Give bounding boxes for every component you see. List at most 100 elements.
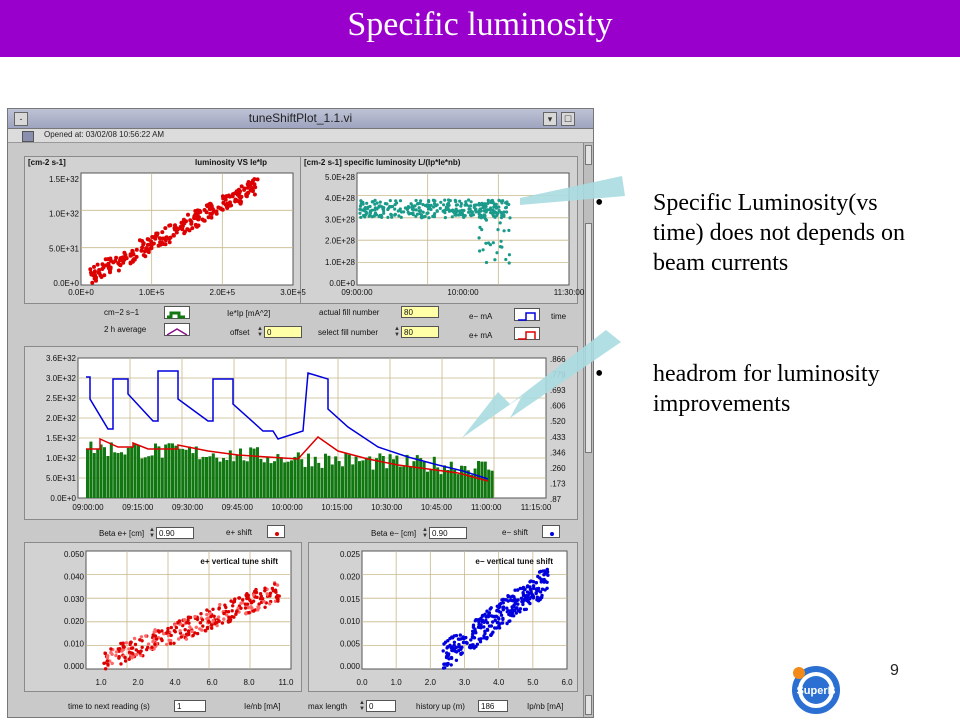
timeline-bar bbox=[286, 461, 290, 498]
beta-e-plus-field[interactable]: 0.90 bbox=[156, 527, 194, 539]
tune-e-minus-point bbox=[529, 588, 533, 593]
tune-e-minus-point bbox=[526, 595, 530, 599]
select-fill-spinner[interactable]: ▲ ▼ bbox=[394, 326, 400, 338]
spec-lum-point bbox=[488, 243, 492, 247]
timeline-x-tick: 10:00:00 bbox=[272, 503, 304, 512]
timeline-bar bbox=[378, 453, 382, 498]
tune-e-minus-point bbox=[509, 598, 513, 602]
spec-lum-point bbox=[497, 205, 501, 209]
spec-lum-point bbox=[407, 205, 411, 210]
time-to-next-field[interactable]: 1 bbox=[174, 700, 206, 712]
timeline-bar bbox=[361, 460, 365, 498]
tune-e-plus-point bbox=[209, 614, 213, 619]
tune-e-plus-point bbox=[166, 626, 170, 631]
timeline-bar bbox=[463, 466, 467, 498]
e-minus-legend-swatch[interactable] bbox=[514, 308, 540, 321]
lum-point bbox=[149, 239, 153, 244]
spec-lum-point bbox=[484, 218, 488, 222]
offset-spinner[interactable]: ▲ ▼ bbox=[257, 326, 263, 338]
max-length-field[interactable]: 0 bbox=[366, 700, 396, 712]
spec-lum-point bbox=[499, 211, 504, 215]
window-title-bar[interactable]: - tuneShiftPlot_1.1.vi ▾ ☐ bbox=[8, 109, 593, 129]
history-field[interactable]: 186 bbox=[478, 700, 508, 712]
timeline-bar bbox=[283, 462, 287, 498]
tune-e-minus-point bbox=[518, 607, 523, 611]
spec-lum-point bbox=[469, 200, 473, 204]
spec-lum-point bbox=[419, 199, 423, 203]
spec-lum-point bbox=[453, 198, 457, 202]
tune-e-plus-point bbox=[198, 627, 202, 631]
arrow-to-spec-lum-icon bbox=[520, 176, 625, 205]
timeline-bar bbox=[307, 453, 310, 498]
tune-e-minus-point bbox=[454, 658, 459, 662]
max-length-spinner[interactable]: ▲ ▼ bbox=[359, 700, 365, 712]
tune-e-minus-point bbox=[483, 631, 487, 636]
lum-point bbox=[246, 190, 251, 195]
spec-lum-point bbox=[380, 215, 384, 219]
tune-e-plus-point bbox=[235, 609, 239, 613]
lum-point bbox=[236, 192, 241, 197]
select-fill-field[interactable]: 80 bbox=[401, 326, 439, 338]
spec-lum-point bbox=[468, 207, 472, 211]
spec-lum-point bbox=[489, 211, 493, 215]
actual-fill-field[interactable]: 80 bbox=[401, 306, 439, 318]
tune-e-plus-point bbox=[217, 619, 221, 623]
e-minus-shift-swatch[interactable] bbox=[542, 525, 560, 538]
spec-lum-point bbox=[497, 198, 501, 202]
timeline-bar bbox=[402, 466, 406, 498]
timeline-bar bbox=[198, 459, 202, 498]
spec-lum-point bbox=[427, 200, 431, 204]
tune-e-minus-point bbox=[469, 638, 473, 642]
tune-e-minus-point bbox=[494, 626, 499, 630]
spec-lum-point bbox=[393, 203, 397, 207]
luminosity-legend-swatch[interactable] bbox=[164, 306, 190, 319]
lum-point bbox=[92, 269, 97, 274]
spec-lum-point bbox=[482, 209, 486, 213]
tune-e-minus-point bbox=[501, 616, 505, 621]
spec-lum-point bbox=[426, 211, 430, 215]
timeline-bar bbox=[415, 455, 419, 498]
tune-e-plus-point bbox=[132, 636, 137, 641]
beta-e-plus-spinner[interactable]: ▲ ▼ bbox=[149, 527, 155, 539]
timeline-bar bbox=[157, 446, 161, 498]
tune-e-plus-point bbox=[127, 657, 131, 661]
e-plus-legend-swatch[interactable] bbox=[514, 327, 540, 340]
scroll-up-arrow[interactable] bbox=[585, 145, 592, 165]
tune-e-plus-point bbox=[208, 611, 212, 616]
timeline-bar bbox=[392, 459, 395, 498]
lum-point bbox=[99, 275, 104, 279]
spec-lum-point bbox=[362, 209, 366, 213]
timeline-bar bbox=[368, 456, 372, 498]
minimize-button[interactable]: ▾ bbox=[543, 112, 557, 126]
vertical-scrollbar[interactable] bbox=[583, 143, 593, 717]
spec-lum-point bbox=[414, 198, 418, 203]
beta-e-minus-field[interactable]: 0.90 bbox=[429, 527, 467, 539]
lum-point bbox=[185, 227, 190, 232]
window-menu-button[interactable]: - bbox=[14, 112, 28, 126]
tune-e-plus-point bbox=[275, 593, 280, 598]
timeline-bar bbox=[429, 469, 433, 498]
tune-e-minus-point bbox=[506, 594, 510, 598]
select-fill-label: select fill number bbox=[318, 328, 379, 337]
spec-lum-point bbox=[492, 202, 496, 206]
average-legend-swatch[interactable] bbox=[164, 323, 190, 336]
beta-e-minus-spinner[interactable]: ▲ ▼ bbox=[422, 527, 428, 539]
spec-lum-point bbox=[421, 210, 425, 214]
offset-field[interactable]: 0 bbox=[264, 326, 302, 338]
tune-e-plus-point bbox=[205, 608, 209, 612]
scroll-down-arrow[interactable] bbox=[585, 695, 592, 715]
tune-e-plus-point bbox=[224, 605, 228, 610]
timeline-bar bbox=[422, 462, 426, 498]
tune-e-plus-point bbox=[119, 662, 123, 666]
timeline-bar bbox=[341, 466, 344, 498]
tune-e-plus-point bbox=[172, 629, 177, 633]
timeline-bar bbox=[92, 453, 96, 498]
maximize-button[interactable]: ☐ bbox=[561, 112, 575, 126]
scroll-thumb[interactable] bbox=[585, 223, 592, 453]
run-icon[interactable] bbox=[22, 131, 34, 142]
tune-e-minus-point bbox=[540, 587, 545, 591]
e-plus-shift-swatch[interactable] bbox=[267, 525, 285, 538]
timeline-bar bbox=[293, 456, 297, 498]
tune-e-minus-point bbox=[535, 595, 540, 599]
tune-e-plus-point bbox=[218, 602, 222, 607]
